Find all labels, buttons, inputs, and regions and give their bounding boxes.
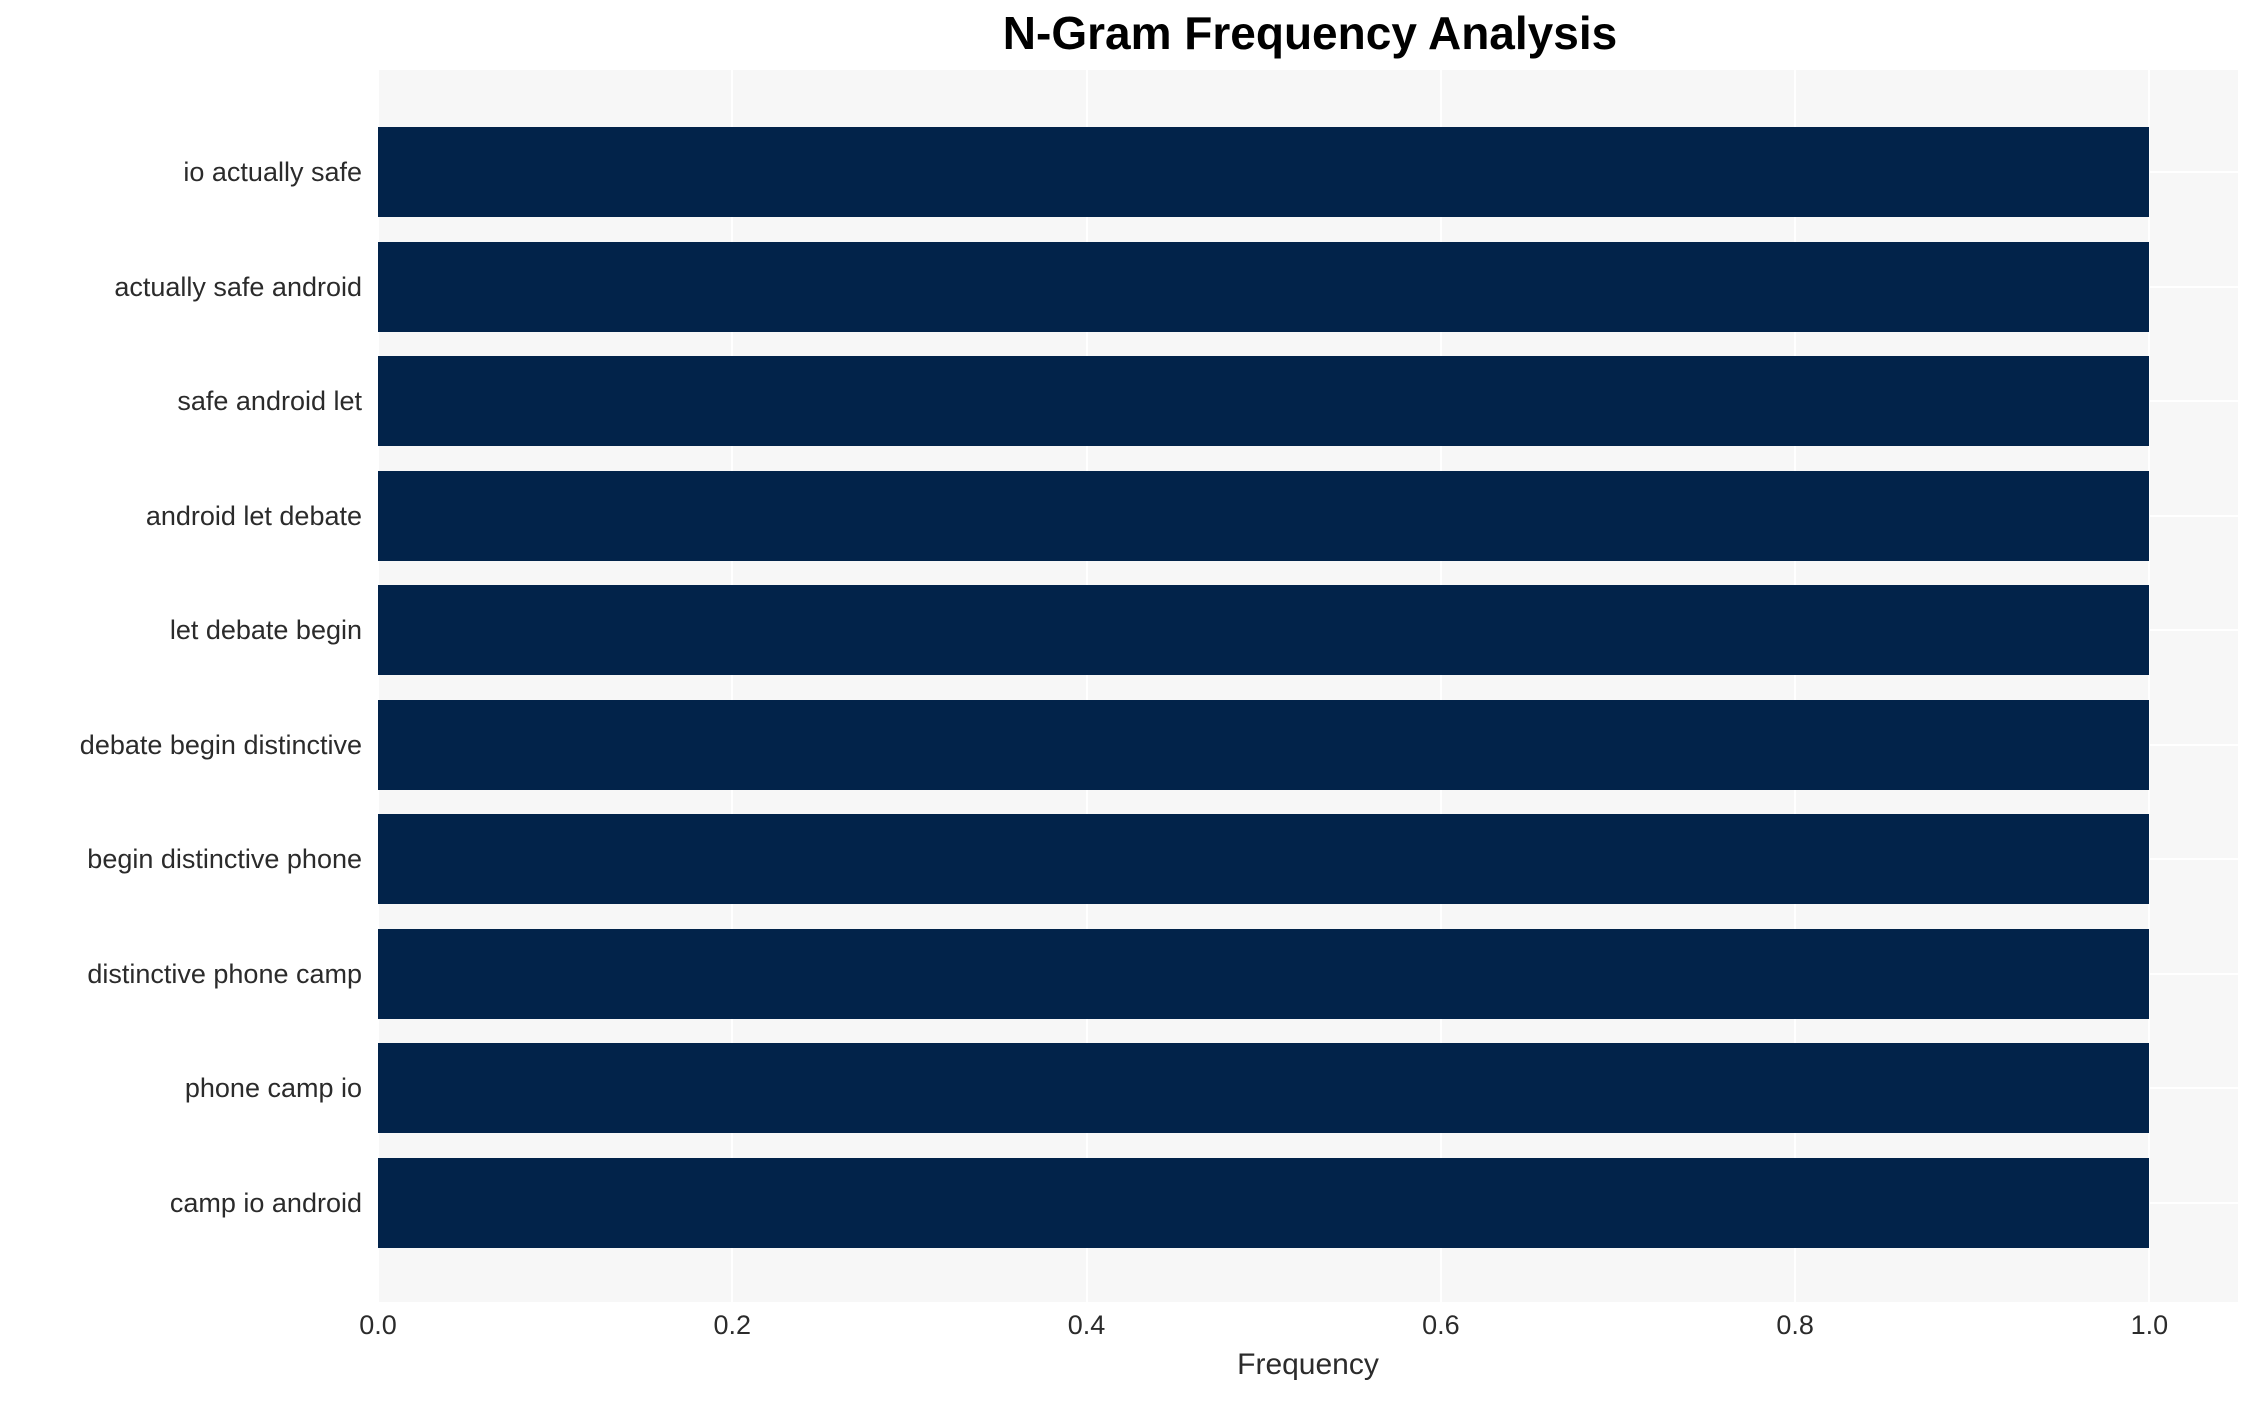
y-tick-label: io actually safe: [183, 157, 362, 187]
gridline-vertical: [1794, 70, 1797, 1302]
y-tick-label: android let debate: [145, 500, 362, 531]
y-tick-label: safe android let: [177, 386, 362, 417]
y-tick-label: phone camp io: [184, 1073, 362, 1104]
chart-title: N-Gram Frequency Analysis: [1002, 7, 1618, 59]
plot-area: [377, 70, 2238, 1302]
y-tick-label: debate begin distinctive: [79, 729, 362, 760]
bar: [378, 1157, 2150, 1248]
gridline-vertical: [1439, 70, 1442, 1302]
bar: [378, 356, 2150, 447]
bar: [378, 241, 2150, 332]
bar: [378, 127, 2150, 217]
x-tick-label: 1.0: [2130, 1310, 2169, 1340]
y-tick-label: let debate begin: [169, 615, 362, 646]
bar: [378, 470, 2150, 561]
x-tick-label: 0.4: [1067, 1310, 1106, 1340]
bar: [378, 1043, 2150, 1134]
bar: [378, 585, 2150, 676]
gridline-vertical: [2148, 70, 2151, 1302]
y-axis-labels: io actually safe actually safe android saf…: [0, 70, 362, 1302]
x-tick-label: 0.2: [713, 1310, 752, 1340]
gridline-vertical: [377, 70, 379, 1302]
y-tick-label: actually safe android: [114, 271, 362, 302]
y-tick-label: begin distinctive phone: [87, 844, 362, 875]
y-tick-label: distinctive phone camp: [87, 958, 362, 989]
x-tick-label: 0.8: [1776, 1310, 1814, 1340]
x-tick-label: 0.6: [1422, 1310, 1460, 1340]
bar: [378, 928, 2150, 1019]
x-axis-title: Frequency: [1237, 1348, 1379, 1381]
gridline-vertical: [731, 70, 734, 1302]
y-tick-label: camp io android: [169, 1187, 362, 1218]
bar: [378, 699, 2150, 790]
x-axis-ticks: 0.0 0.2 0.4 0.6 0.8 1.0: [0, 1310, 2258, 1346]
bar: [378, 814, 2150, 905]
x-tick-label: 0.0: [359, 1310, 397, 1340]
gridline-vertical: [1085, 70, 1088, 1302]
